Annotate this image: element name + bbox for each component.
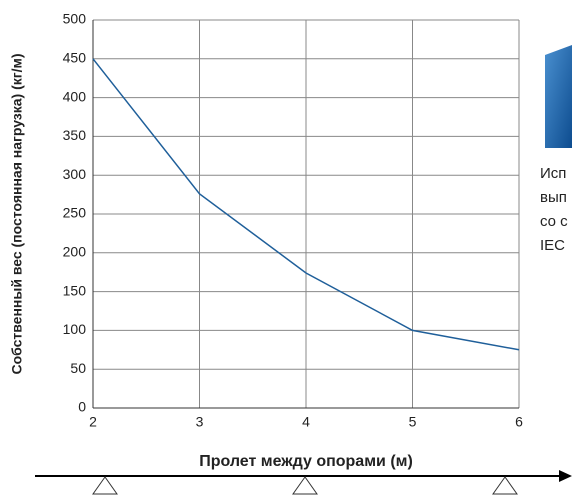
x-axis-title: Пролет между опорами (м) bbox=[199, 453, 413, 470]
x-tick-label: 6 bbox=[515, 414, 523, 430]
support bbox=[92, 476, 518, 495]
side-text: со с bbox=[540, 213, 568, 230]
arrow-head bbox=[559, 470, 572, 482]
y-tick-label: 250 bbox=[63, 205, 87, 221]
y-tick-label: 100 bbox=[63, 321, 87, 337]
x-tick-label: 2 bbox=[89, 414, 97, 430]
side-text: вып bbox=[540, 189, 567, 206]
photo-fragment bbox=[545, 45, 572, 148]
data-line bbox=[92, 58, 520, 351]
y-tick-label: 450 bbox=[63, 50, 87, 66]
y-tick-label: 150 bbox=[63, 282, 87, 298]
x-tick-label: 5 bbox=[409, 414, 417, 430]
y-tick-label: 200 bbox=[63, 244, 87, 260]
y-tick-label: 400 bbox=[63, 88, 87, 104]
x-tick-label: 3 bbox=[196, 414, 204, 430]
y-tick-label: 500 bbox=[63, 11, 87, 27]
x-tick-label: 4 bbox=[302, 414, 310, 430]
y-tick-label: 300 bbox=[63, 166, 87, 182]
side-text: IEC bbox=[540, 237, 565, 254]
y-tick-label: 0 bbox=[78, 399, 86, 415]
y-axis-title: Собственный вес (постоянная нагрузка) (к… bbox=[9, 53, 25, 374]
side-text: Исп bbox=[540, 165, 566, 182]
y-tick-label: 350 bbox=[63, 127, 87, 143]
y-tick-label: 50 bbox=[70, 360, 86, 376]
